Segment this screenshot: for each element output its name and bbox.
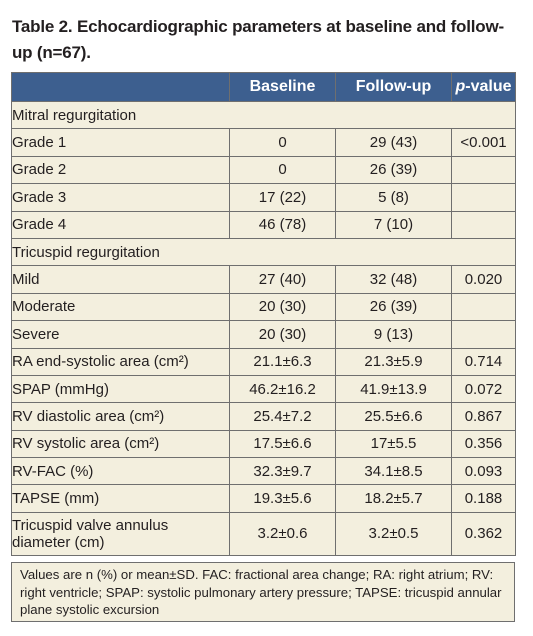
row-label: Mild (11, 265, 230, 294)
baseline-value: 20 (30) (229, 320, 336, 349)
row-label: Tricuspid valve annulus diameter (cm) (11, 511, 230, 556)
baseline-value: 25.4±7.2 (229, 402, 336, 431)
echo-parameters-table: Baseline Follow-up p-value Mitral regurg… (11, 72, 516, 556)
p-value: 0.188 (451, 484, 516, 513)
row-label: RV systolic area (cm²) (11, 429, 230, 459)
p-value: <0.001 (451, 128, 516, 157)
baseline-value: 17.5±6.6 (229, 429, 336, 459)
header-parameter-cell (11, 72, 230, 102)
header-followup: Follow-up (335, 72, 452, 102)
p-value (451, 292, 516, 322)
table-row: RA end-systolic area (cm²) 21.1±6.3 21.3… (11, 347, 516, 376)
row-label: Grade 2 (11, 155, 230, 185)
followup-value: 17±5.5 (335, 429, 452, 459)
table-row: Moderate 20 (30) 26 (39) (11, 292, 516, 322)
followup-value: 32 (48) (335, 265, 452, 294)
row-label: Grade 1 (11, 128, 230, 157)
followup-value: 29 (43) (335, 128, 452, 157)
baseline-value: 0 (229, 155, 336, 185)
baseline-value: 0 (229, 128, 336, 157)
table-row: Grade 2 0 26 (39) (11, 155, 516, 185)
row-label: RV-FAC (%) (11, 457, 230, 486)
table-row: TAPSE (mm) 19.3±5.6 18.2±5.7 0.188 (11, 484, 516, 513)
row-label: SPAP (mmHg) (11, 374, 230, 404)
table-row: Tricuspid valve annulus diameter (cm) 3.… (11, 511, 516, 556)
p-value: 0.020 (451, 265, 516, 294)
followup-value: 9 (13) (335, 320, 452, 349)
table-row: Mitral regurgitation (11, 100, 516, 130)
p-value (451, 320, 516, 349)
table-footnote: Values are n (%) or mean±SD. FAC: fracti… (11, 562, 515, 622)
row-label: Grade 3 (11, 183, 230, 212)
row-label: Moderate (11, 292, 230, 322)
baseline-value: 46 (78) (229, 210, 336, 239)
followup-value: 41.9±13.9 (335, 374, 452, 404)
followup-value: 26 (39) (335, 155, 452, 185)
baseline-value: 20 (30) (229, 292, 336, 322)
row-label: RA end-systolic area (cm²) (11, 347, 230, 376)
baseline-value: 19.3±5.6 (229, 484, 336, 513)
table-row: SPAP (mmHg) 46.2±16.2 41.9±13.9 0.072 (11, 374, 516, 404)
p-value: 0.356 (451, 429, 516, 459)
table-row: RV-FAC (%) 32.3±9.7 34.1±8.5 0.093 (11, 457, 516, 486)
section-label-mitral: Mitral regurgitation (11, 100, 516, 130)
p-value (451, 210, 516, 239)
table-row: Tricuspid regurgitation (11, 237, 516, 267)
row-label: Severe (11, 320, 230, 349)
followup-value: 34.1±8.5 (335, 457, 452, 486)
table-row: Grade 1 0 29 (43) <0.001 (11, 128, 516, 157)
section-label-tricuspid: Tricuspid regurgitation (11, 237, 516, 267)
p-value: 0.093 (451, 457, 516, 486)
header-p-value: p-value (451, 72, 516, 102)
row-label: RV diastolic area (cm²) (11, 402, 230, 431)
header-p-italic: p (455, 78, 466, 95)
baseline-value: 32.3±9.7 (229, 457, 336, 486)
header-baseline: Baseline (229, 72, 336, 102)
baseline-value: 3.2±0.6 (229, 511, 336, 556)
p-value: 0.072 (451, 374, 516, 404)
table-row: Grade 4 46 (78) 7 (10) (11, 210, 516, 239)
followup-value: 7 (10) (335, 210, 452, 239)
p-value: 0.362 (451, 511, 516, 556)
table-row: Grade 3 17 (22) 5 (8) (11, 183, 516, 212)
table-row: RV systolic area (cm²) 17.5±6.6 17±5.5 0… (11, 429, 516, 459)
p-value (451, 183, 516, 212)
followup-value: 21.3±5.9 (335, 347, 452, 376)
p-value: 0.714 (451, 347, 516, 376)
followup-value: 18.2±5.7 (335, 484, 452, 513)
followup-value: 26 (39) (335, 292, 452, 322)
p-value: 0.867 (451, 402, 516, 431)
table-row: RV diastolic area (cm²) 25.4±7.2 25.5±6.… (11, 402, 516, 431)
followup-value: 3.2±0.5 (335, 511, 452, 556)
p-value (451, 155, 516, 185)
baseline-value: 46.2±16.2 (229, 374, 336, 404)
table-caption: Table 2. Echocardiographic parameters at… (12, 17, 504, 62)
row-label-text: Tricuspid valve annulus diameter (cm) (12, 516, 169, 551)
baseline-value: 27 (40) (229, 265, 336, 294)
followup-value: 25.5±6.6 (335, 402, 452, 431)
table-header-row: Baseline Follow-up p-value (11, 72, 516, 102)
table-row: Mild 27 (40) 32 (48) 0.020 (11, 265, 516, 294)
row-label: Grade 4 (11, 210, 230, 239)
header-p-rest: -value (465, 78, 512, 95)
baseline-value: 21.1±6.3 (229, 347, 336, 376)
row-label: TAPSE (mm) (11, 484, 230, 513)
followup-value: 5 (8) (335, 183, 452, 212)
table-row: Severe 20 (30) 9 (13) (11, 320, 516, 349)
baseline-value: 17 (22) (229, 183, 336, 212)
